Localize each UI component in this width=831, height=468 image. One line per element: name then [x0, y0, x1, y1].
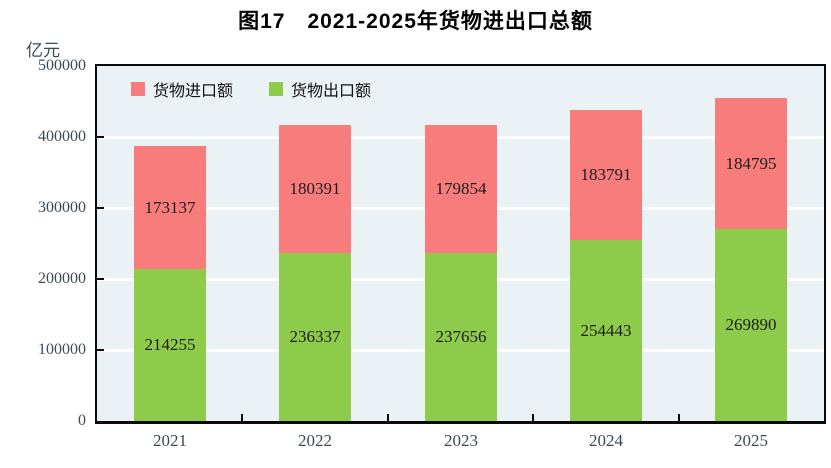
bar-value-label: 269890	[725, 315, 777, 334]
y-axis-unit-label: 亿元	[26, 41, 60, 60]
bar-segment-货物出口额-2025: 269890	[715, 229, 787, 421]
plot-area: 货物进口额 货物出口额 214255 173137 236337 180391 2376…	[95, 64, 826, 424]
legend-item-imports: 货物进口额	[131, 77, 233, 101]
bar-segment-货物进口额-2023: 179854	[425, 125, 497, 253]
x-tick-label-2022: 2022	[298, 431, 332, 450]
x-tick-label-2025: 2025	[734, 431, 768, 450]
bar-value-label: 237656	[435, 326, 487, 346]
legend: 货物进口额 货物出口额	[131, 77, 371, 101]
x-tick-label-2024: 2024	[589, 431, 623, 450]
legend-label-exports: 货物出口额	[291, 83, 372, 100]
bar-segment-货物出口额-2023: 237656	[425, 252, 497, 421]
bar-value-label: 254443	[580, 320, 632, 340]
y-axis-tick	[97, 349, 104, 351]
bar-segment-货物进口额-2021: 173137	[134, 146, 206, 269]
x-axis-tick	[241, 414, 243, 421]
y-tick-label-400000: 400000	[38, 128, 86, 145]
bar-value-label: 236337	[289, 327, 341, 346]
bar-value-label: 173137	[144, 197, 196, 217]
bar-segment-货物出口额-2024: 254443	[570, 240, 642, 421]
y-tick-label-0: 0	[78, 412, 86, 429]
x-axis-tick	[678, 414, 680, 421]
y-axis-tick	[97, 136, 104, 138]
bar-value-label: 179854	[435, 179, 487, 198]
bar-segment-货物进口额-2022: 180391	[279, 125, 351, 253]
y-tick-label-200000: 200000	[38, 270, 86, 287]
bar-segment-货物进口额-2024: 183791	[570, 110, 642, 240]
legend-swatch-exports-icon	[269, 82, 284, 96]
bar-value-label: 184795	[725, 153, 777, 173]
legend-item-exports: 货物出口额	[269, 77, 371, 101]
y-tick-label-100000: 100000	[38, 341, 86, 358]
bar-segment-货物出口额-2022: 236337	[279, 253, 351, 421]
x-tick-label-2021: 2021	[153, 431, 187, 450]
chart-title: 图17 2021-2025年货物进出口总额	[238, 10, 593, 33]
y-axis-tick	[97, 207, 104, 209]
y-axis-tick	[97, 278, 104, 280]
bar-value-label: 214255	[144, 335, 196, 354]
y-tick-label-300000: 300000	[38, 199, 86, 216]
legend-swatch-imports-icon	[131, 82, 145, 96]
y-tick-label-500000: 500000	[38, 57, 86, 74]
x-axis-tick	[387, 414, 389, 421]
x-axis-tick	[532, 414, 534, 421]
bar-segment-货物出口额-2021: 214255	[134, 269, 206, 421]
bar-segment-货物进口额-2025: 184795	[715, 98, 787, 229]
x-tick-label-2023: 2023	[444, 431, 478, 450]
bar-value-label: 180391	[289, 179, 341, 198]
legend-label-imports: 货物进口额	[153, 83, 234, 100]
bar-value-label: 183791	[580, 165, 632, 184]
